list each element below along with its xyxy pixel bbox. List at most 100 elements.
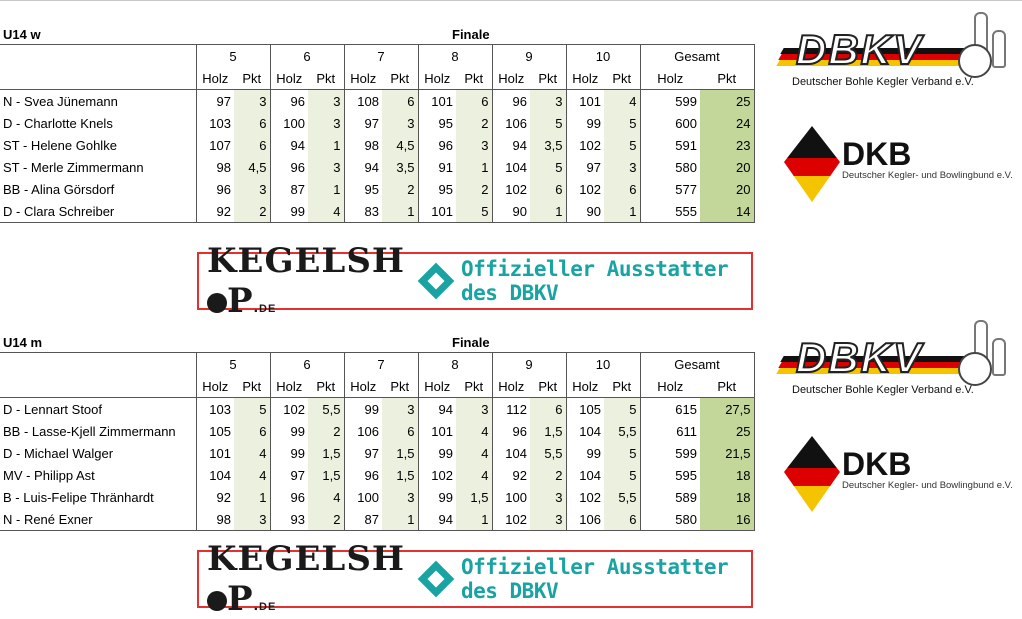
- dbkv-letters: DBKV: [795, 333, 924, 382]
- holz-cell: 96: [290, 159, 305, 175]
- holz-cell: 99: [290, 423, 305, 439]
- total-pkt-header: Pkt: [700, 67, 755, 90]
- holz-header: Holz: [566, 375, 604, 398]
- holz-cell: 97: [364, 115, 379, 131]
- pkt-cell: 3: [456, 134, 493, 156]
- holz-header: Holz: [196, 67, 234, 90]
- pkt-cell: 6: [382, 420, 419, 442]
- header-blank: [0, 67, 197, 90]
- total-holz-cell: 615: [675, 401, 697, 417]
- pkt-cell: 5,5: [308, 397, 345, 420]
- holz-cell: 97: [216, 93, 231, 109]
- pkt-cell: 6: [604, 508, 641, 531]
- pkt-header: Pkt: [234, 375, 271, 398]
- total-header: Gesamt: [640, 352, 755, 375]
- total-holz-cell: 600: [675, 115, 697, 131]
- holz-cell: 94: [418, 508, 456, 531]
- total-pkt-cell: 25: [700, 420, 755, 442]
- top-divider: [0, 0, 1022, 1]
- round-header: 6: [270, 44, 345, 67]
- pkt-cell: 3: [234, 89, 271, 112]
- pkt-header: Pkt: [604, 67, 641, 90]
- pkt-cell: 4: [234, 464, 271, 486]
- pkt-cell: 5: [604, 134, 641, 156]
- holz-cell: 94: [438, 401, 453, 417]
- holz-cell: 105: [209, 423, 231, 439]
- round-header: 7: [344, 352, 419, 375]
- pkt-cell: 3: [604, 156, 641, 178]
- bowling-pins-icon: [954, 320, 1018, 386]
- holz-cell: 96: [364, 467, 379, 483]
- pkt-cell: 1: [308, 178, 345, 200]
- total-pkt-cell: 18: [700, 486, 755, 508]
- pkt-cell: 5: [456, 200, 493, 223]
- holz-header: Holz: [418, 375, 456, 398]
- pkt-cell: 5: [604, 112, 641, 134]
- total-pkt-cell: 21,5: [700, 442, 755, 464]
- player-name: N - Svea Jünemann: [0, 89, 197, 112]
- round-header: 9: [492, 352, 567, 375]
- total-pkt-cell: 16: [700, 508, 755, 531]
- round-header: 7: [344, 44, 419, 67]
- holz-header: Holz: [566, 67, 604, 90]
- player-name: D - Michael Walger: [0, 442, 197, 464]
- pkt-cell: 5: [530, 112, 567, 134]
- holz-header: Holz: [196, 375, 234, 398]
- holz-cell: 92: [196, 200, 234, 223]
- pkt-cell: 1: [234, 486, 271, 508]
- total-holz-cell: 555: [640, 200, 700, 223]
- pkt-cell: 2: [382, 178, 419, 200]
- holz-header: Holz: [492, 375, 530, 398]
- brand-tld: .de: [253, 299, 277, 316]
- total-holz-header: Holz: [640, 67, 700, 90]
- holz-header: Holz: [492, 67, 530, 90]
- table-row: BB - Alina Görsdorf 96 3 87 1 95 2 95 2 102 6 102 6 5…: [0, 178, 755, 200]
- holz-cell: 102: [431, 467, 453, 483]
- pkt-header: Pkt: [382, 67, 419, 90]
- holz-cell: 87: [290, 181, 305, 197]
- kegelshop-banner[interactable]: KEGELSHP.de Offizieller Ausstatter des D…: [197, 241, 753, 321]
- holz-cell: 95: [364, 181, 379, 197]
- round-header: 5: [196, 44, 271, 67]
- pkt-cell: 2: [530, 464, 567, 486]
- holz-cell: 102: [283, 401, 305, 417]
- holz-cell: 102: [492, 508, 530, 531]
- dkb-flag-diamond-icon: [784, 126, 840, 202]
- holz-cell: 104: [579, 423, 601, 439]
- total-holz-cell: 599: [675, 93, 697, 109]
- table-row: D - Clara Schreiber 92 2 99 4 83 1 101 5 90 1 90 1 55…: [0, 200, 755, 223]
- holz-cell: 96: [438, 137, 453, 153]
- round-header: 8: [418, 352, 493, 375]
- holz-cell: 101: [431, 93, 453, 109]
- total-holz-cell: 580: [640, 508, 700, 531]
- pkt-cell: 3: [530, 486, 567, 508]
- pkt-header: Pkt: [456, 67, 493, 90]
- holz-header: Holz: [270, 375, 308, 398]
- player-name: D - Clara Schreiber: [0, 200, 197, 223]
- kegelshop-banner[interactable]: KEGELSHP.de Offizieller Ausstatter des D…: [197, 539, 753, 619]
- pkt-cell: 6: [530, 397, 567, 420]
- holz-cell: 93: [270, 508, 308, 531]
- holz-cell: 99: [586, 445, 601, 461]
- pkt-cell: 5: [604, 464, 641, 486]
- holz-cell: 98: [216, 159, 231, 175]
- pkt-cell: 2: [234, 200, 271, 223]
- table-row: BB - Lasse-Kjell Zimmermann 105 6 99 2 106 6 10…: [0, 420, 755, 442]
- pkt-cell: 5: [234, 397, 271, 420]
- holz-cell: 104: [505, 159, 527, 175]
- holz-cell: 96: [512, 423, 527, 439]
- pkt-cell: 1,5: [382, 464, 419, 486]
- pkt-cell: 5,5: [604, 420, 641, 442]
- pkt-cell: 1,5: [308, 464, 345, 486]
- holz-cell: 107: [209, 137, 231, 153]
- total-pkt-cell: 20: [700, 178, 755, 200]
- holz-cell: 95: [438, 181, 453, 197]
- kegelshop-logo: KEGELSHP.de: [207, 241, 413, 321]
- holz-cell: 94: [512, 137, 527, 153]
- holz-cell: 101: [579, 93, 601, 109]
- holz-cell: 99: [438, 445, 453, 461]
- pkt-cell: 5,5: [604, 486, 641, 508]
- pkt-cell: 3: [382, 486, 419, 508]
- bowling-pins-icon: [954, 12, 1018, 78]
- block-phase: Finale: [452, 27, 490, 42]
